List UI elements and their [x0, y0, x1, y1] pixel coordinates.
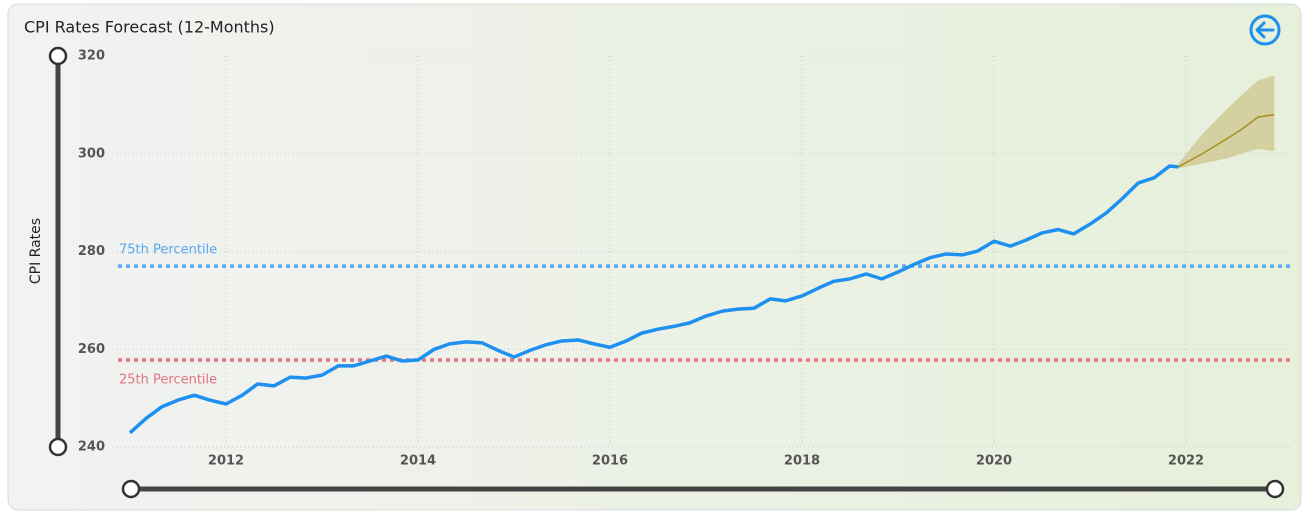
y-tick-label: 300	[78, 146, 105, 161]
x-tick-label: 2012	[208, 454, 244, 469]
card	[7, 3, 1302, 511]
reference-label: 75th Percentile	[119, 243, 217, 258]
forecast-line	[1177, 113, 1275, 168]
y-range-slider[interactable]	[48, 46, 68, 457]
y-axis-title: CPI Rates	[28, 218, 44, 284]
chart-title: CPI Rates Forecast (12-Months)	[24, 18, 275, 37]
reference-label: 25th Percentile	[119, 373, 217, 388]
x-tick-label: 2020	[976, 454, 1012, 469]
forecast-band	[1178, 75, 1275, 169]
y-tick-label: 280	[78, 244, 105, 259]
x-tick-label: 2018	[784, 454, 820, 469]
y-tick-label: 320	[78, 49, 105, 64]
y-tick-label: 260	[78, 342, 105, 357]
x-tick-label: 2014	[400, 454, 436, 469]
x-range-slider[interactable]	[121, 479, 1285, 499]
x-tick-label: 2022	[1168, 454, 1204, 469]
y-tick-label: 240	[78, 440, 105, 455]
x-tick-label: 2016	[592, 454, 628, 469]
cpi-line	[128, 164, 1179, 435]
back-button[interactable]	[1249, 14, 1281, 46]
